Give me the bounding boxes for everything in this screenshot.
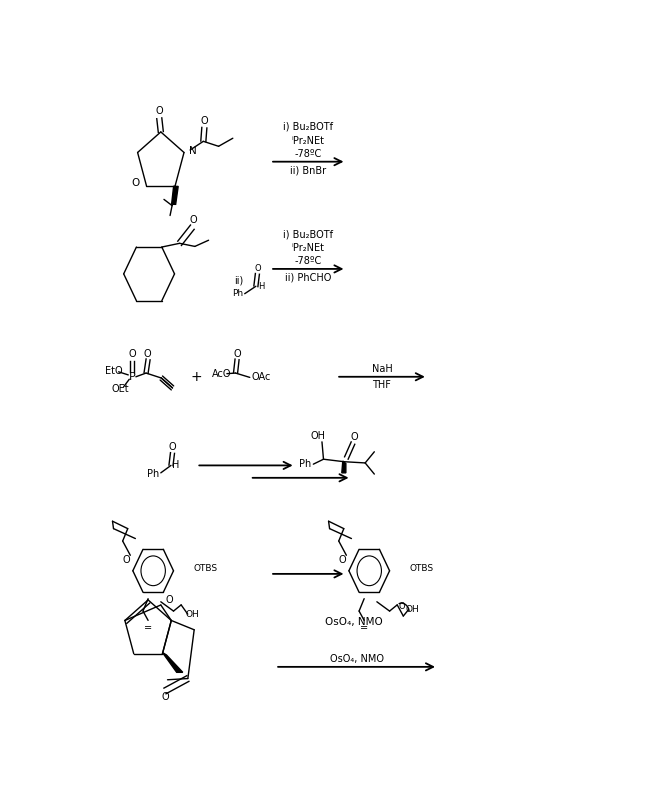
Text: Ph: Ph <box>298 459 311 469</box>
Text: -78ºC: -78ºC <box>295 257 322 266</box>
Text: =: = <box>144 623 152 633</box>
Text: O: O <box>161 692 169 702</box>
Text: O: O <box>131 178 139 188</box>
Text: O: O <box>156 106 163 117</box>
Text: ⁱPr₂NEt: ⁱPr₂NEt <box>292 243 325 253</box>
Text: P: P <box>129 372 135 382</box>
Text: NaH: NaH <box>371 365 392 374</box>
Text: Ph: Ph <box>232 289 243 298</box>
Text: OTBS: OTBS <box>194 564 218 573</box>
Text: ii): ii) <box>235 275 244 285</box>
Text: OsO₄, NMO: OsO₄, NMO <box>329 654 384 664</box>
Text: O: O <box>234 349 241 359</box>
Text: O: O <box>254 264 260 274</box>
Text: ⁱPr₂NEt: ⁱPr₂NEt <box>292 135 325 146</box>
Text: ii) BnBr: ii) BnBr <box>290 165 326 175</box>
Text: i) Bu₂BOTf: i) Bu₂BOTf <box>283 122 333 132</box>
Text: O: O <box>169 442 176 452</box>
Polygon shape <box>342 461 346 473</box>
Polygon shape <box>172 187 178 204</box>
Text: OH: OH <box>405 605 419 614</box>
Polygon shape <box>163 653 183 672</box>
Text: Ph: Ph <box>147 469 159 479</box>
Text: OTBS: OTBS <box>410 564 434 573</box>
Text: OEt: OEt <box>112 384 129 394</box>
Text: =: = <box>360 623 368 633</box>
Text: O: O <box>339 555 346 564</box>
Text: -78ºC: -78ºC <box>295 149 322 159</box>
Text: i) Bu₂BOTf: i) Bu₂BOTf <box>283 229 333 239</box>
Text: EtO: EtO <box>105 365 123 376</box>
Text: O: O <box>398 602 405 611</box>
Text: OsO₄, NMO: OsO₄, NMO <box>325 617 383 627</box>
Text: O: O <box>165 595 173 605</box>
Text: H: H <box>258 282 264 291</box>
Text: AcO: AcO <box>212 369 231 378</box>
Text: ii) PhCHO: ii) PhCHO <box>285 273 331 283</box>
Text: O: O <box>189 216 197 225</box>
Text: O: O <box>123 555 131 564</box>
Text: THF: THF <box>373 381 392 390</box>
Text: OH: OH <box>311 431 326 440</box>
Text: N: N <box>190 146 197 155</box>
Text: OAc: OAc <box>251 372 271 382</box>
Text: +: + <box>191 369 202 384</box>
Text: O: O <box>201 116 208 126</box>
Text: O: O <box>128 349 136 360</box>
Text: OH: OH <box>186 609 199 619</box>
Text: O: O <box>350 432 358 442</box>
Text: H: H <box>173 460 180 470</box>
Text: O: O <box>144 349 152 359</box>
